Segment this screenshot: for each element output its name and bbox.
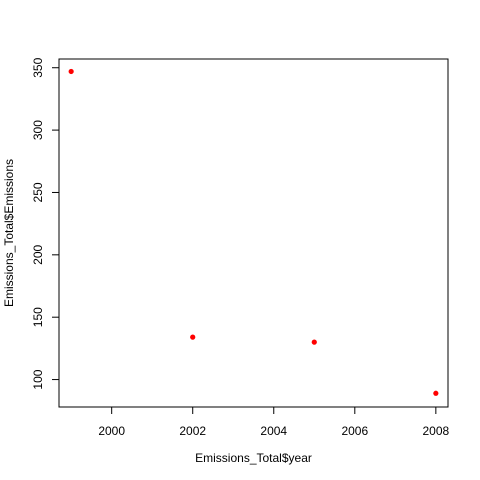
data-points xyxy=(69,69,439,396)
y-axis: 100 150 200 250 300 350 xyxy=(31,57,59,389)
x-axis: 2000 2002 2004 2006 2008 xyxy=(98,407,449,438)
x-tick-label: 2000 xyxy=(98,424,125,438)
x-tick-label: 2004 xyxy=(260,424,287,438)
x-tick-label: 2008 xyxy=(422,424,449,438)
x-axis-label: Emissions_Total$year xyxy=(195,451,312,465)
y-tick-label: 250 xyxy=(31,182,45,202)
y-tick-label: 300 xyxy=(31,120,45,140)
y-tick-label: 150 xyxy=(31,307,45,327)
data-point xyxy=(433,391,438,396)
y-axis-label: Emissions_Total$Emissions xyxy=(2,159,16,307)
y-tick-label: 100 xyxy=(31,369,45,389)
y-tick-label: 350 xyxy=(31,57,45,77)
plot-frame xyxy=(59,59,448,407)
y-tick-label: 200 xyxy=(31,244,45,264)
data-point xyxy=(190,335,195,340)
data-point xyxy=(312,340,317,345)
x-tick-label: 2006 xyxy=(341,424,368,438)
data-point xyxy=(69,69,74,74)
x-tick-label: 2002 xyxy=(179,424,206,438)
